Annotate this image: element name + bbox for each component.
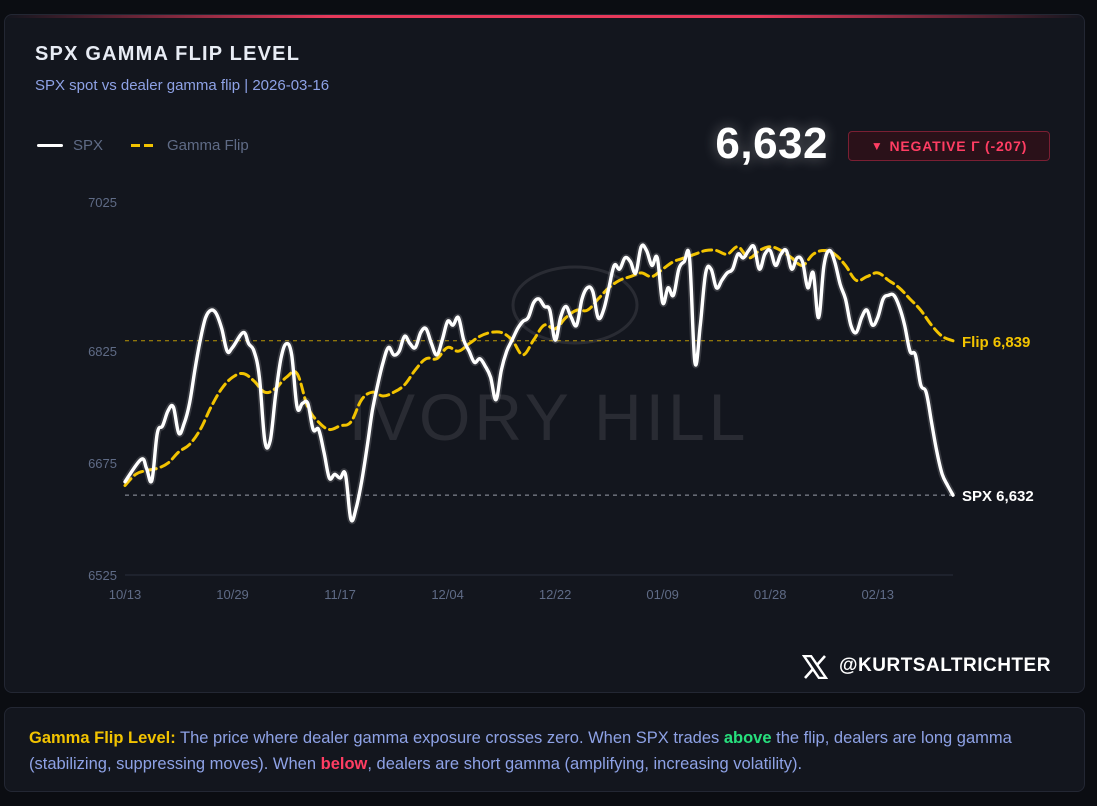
spx-current-value: 6,632: [715, 119, 828, 168]
watermark: IVORY HILL: [349, 265, 750, 454]
legend-swatch-gamma-flip: [131, 144, 158, 147]
y-axis: 7025 6825 6675 6525: [88, 195, 117, 583]
gamma-flip-series-line: [123, 245, 955, 487]
chart-title: SPX GAMMA FLIP LEVEL: [35, 43, 301, 65]
x-tick-label: 01/28: [754, 587, 787, 602]
spx-series-line: [123, 243, 955, 523]
author-handle[interactable]: @KURTSALTRICHTER: [839, 655, 1051, 676]
x-tick-label: 12/04: [431, 587, 464, 602]
info-text-3: , dealers are short gamma (amplifying, i…: [367, 755, 803, 773]
x-tick-label: 10/29: [216, 587, 249, 602]
chart-card: SPX GAMMA FLIP LEVEL SPX spot vs dealer …: [4, 14, 1085, 693]
x-logo-icon[interactable]: [802, 655, 828, 679]
x-tick-label: 02/13: [861, 587, 894, 602]
watermark-elephant-icon: [511, 265, 639, 345]
legend: SPX Gamma Flip: [37, 137, 249, 154]
info-below: below: [320, 755, 368, 773]
info-panel: Gamma Flip Level: The price where dealer…: [4, 707, 1085, 792]
gamma-status-badge: ▼ NEGATIVE Γ (-207): [848, 131, 1050, 161]
flip-level-label: Flip 6,839: [962, 334, 1030, 351]
gamma-status-text: NEGATIVE Γ (-207): [889, 138, 1028, 154]
triangle-down-icon: ▼: [870, 139, 884, 153]
info-lead: Gamma Flip Level:: [29, 729, 176, 747]
x-tick-label: 10/13: [109, 587, 142, 602]
x-tick-label: 01/09: [646, 587, 679, 602]
info-text-2: the flip, dealers are long gamma (stabil…: [29, 729, 1012, 773]
chart-subtitle: SPX spot vs dealer gamma flip | 2026-03-…: [35, 77, 330, 94]
reference-lines: Flip 6,839 SPX 6,632: [125, 334, 1034, 505]
y-tick-label: 6525: [88, 568, 117, 583]
legend-item-gamma-flip[interactable]: Gamma Flip: [131, 137, 249, 154]
series-layer: [122, 241, 957, 525]
x-axis: 10/13 10/29 11/17 12/04 12/22 01/09 01/28 02/13: [109, 587, 894, 602]
spx-level-label: SPX 6,632: [962, 488, 1034, 505]
legend-swatch-spx: [37, 144, 63, 147]
legend-label-spx: SPX: [73, 137, 104, 154]
y-tick-label: 6825: [88, 344, 117, 359]
accent-bar: [5, 15, 1084, 18]
info-above: above: [723, 729, 772, 747]
y-tick-label: 7025: [88, 195, 117, 210]
legend-item-spx[interactable]: SPX: [37, 137, 103, 154]
x-tick-label: 12/22: [539, 587, 572, 602]
info-text-1: The price where dealer gamma exposure cr…: [175, 729, 724, 747]
legend-label-gamma-flip: Gamma Flip: [167, 137, 249, 154]
watermark-text: IVORY HILL: [349, 380, 750, 454]
x-tick-label: 11/17: [324, 587, 356, 602]
y-tick-label: 6675: [88, 456, 117, 471]
line-chart: IVORY HILL 7025 6825 6675 6525 10/13 10/29 11…: [88, 195, 1034, 602]
